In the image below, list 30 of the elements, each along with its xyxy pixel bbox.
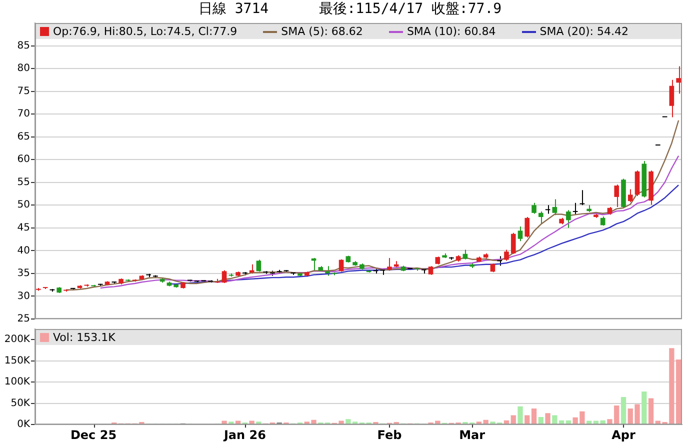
legend-label: Vol: 153.1K [53, 331, 116, 344]
y-tick-label: 60 [17, 154, 30, 166]
y-tick-label: 80 [17, 63, 30, 74]
chart-title: 日線 3714 最後:115/4/17 收盤:77.9 [197, 0, 503, 18]
y-tick-label: 100K [4, 376, 30, 388]
y-tick-label: 70 [17, 108, 30, 120]
legend-panel: Vol: 153.1K [36, 330, 681, 345]
legend-label: SMA (10): 60.84 [406, 25, 496, 38]
legend-label: SMA (5): 68.62 [281, 25, 363, 38]
x-tick-label: Feb [377, 428, 402, 442]
x-tick-label: Jan 26 [222, 428, 266, 442]
y-tick-label: 45 [17, 222, 30, 234]
y-tick-label: 50 [17, 200, 30, 211]
x-tick-label: Dec 25 [70, 428, 117, 442]
legend-label: SMA (20): 54.42 [540, 25, 628, 38]
y-tick-label: 85 [17, 40, 30, 52]
y-tick-label: 150K [4, 355, 30, 366]
x-tick-label: Mar [459, 428, 486, 442]
y-tick-label: 55 [17, 176, 30, 188]
legend-label: Op:76.9, Hi:80.5, Lo:74.5, Cl:77.9 [53, 25, 238, 38]
y-tick-label: 200K [4, 334, 30, 346]
y-tick-label: 0K [17, 419, 30, 430]
y-tick-label: 35 [17, 268, 30, 280]
y-tick-label: 75 [17, 86, 30, 97]
y-tick-label: 65 [17, 131, 30, 142]
x-tick-label: Apr [612, 428, 636, 442]
y-tick-label: 40 [17, 245, 30, 256]
y-tick-label: 50K [10, 398, 30, 409]
y-tick-label: 30 [17, 290, 30, 302]
y-tick-label: 25 [17, 314, 30, 325]
